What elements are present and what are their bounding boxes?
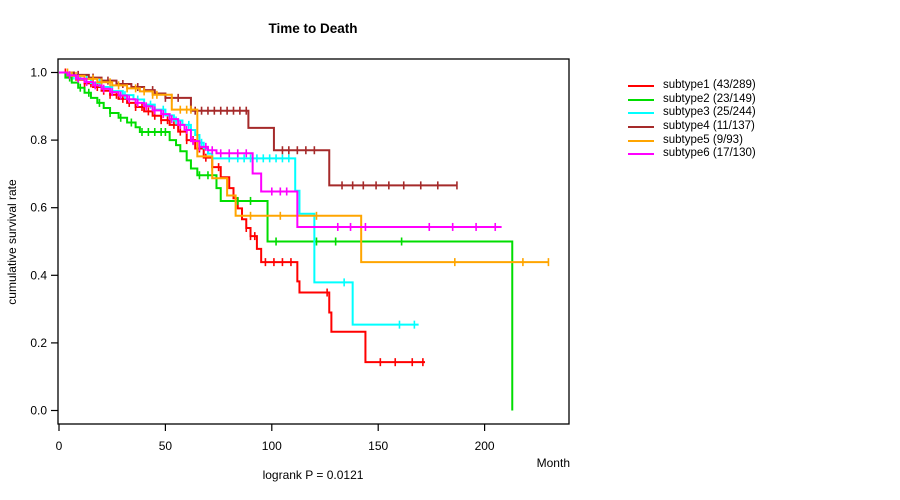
plot-legend: subtype1 (43/289) subtype2 (23/149) subtyp… [628,79,756,161]
x-axis-tick-label: 150 [368,439,388,453]
survival-curve-subtype6 [59,71,502,228]
censor-ticks-subtype6 [68,71,497,231]
plot-box [57,58,570,425]
censor-ticks-subtype2 [68,73,403,246]
legend-swatch-subtype2 [628,98,654,101]
x-axis-tick-label: 50 [159,439,173,453]
legend-label-subtype6: subtype6 (17/130) [663,147,756,160]
legend-item-subtype6: subtype6 (17/130) [628,147,756,161]
censor-ticks-subtype5 [66,68,550,267]
y-axis-tick-label: 1.0 [30,66,47,80]
survival-curve-subtype1 [59,71,426,364]
plot-title: Time to Death [268,21,358,36]
logrank-stat: logrank P = 0.0121 [262,468,364,482]
legend-label-subtype1: subtype1 (43/289) [663,79,756,91]
legend-item-subtype1: subtype1 (43/289) [628,79,756,93]
x-axis-tick-label: 0 [56,439,63,453]
y-axis-tick-label: 0.0 [30,404,47,418]
legend-label-subtype3: subtype3 (25/244) [663,106,756,119]
legend-label-subtype2: subtype2 (23/149) [663,92,756,105]
legend-label-subtype4: subtype4 (11/137) [663,120,755,133]
survival-curve-subtype5 [59,71,549,264]
legend-swatch-subtype6 [628,153,654,156]
y-axis-tick-label: 0.8 [30,133,47,147]
legend-swatch-subtype5 [628,139,654,142]
legend-item-subtype5: subtype5 (9/93) [628,134,756,148]
legend-item-subtype2: subtype2 (23/149) [628,93,756,107]
survival-curve-subtype2 [59,71,514,411]
legend-swatch-subtype1 [628,84,654,87]
x-axis-label: Month [536,456,570,470]
legend-swatch-subtype4 [628,125,654,128]
x-axis-tick-label: 200 [475,439,495,453]
legend-swatch-subtype3 [628,112,654,115]
survival-curve-subtype4 [59,71,457,187]
y-axis-tick-label: 0.2 [30,336,47,350]
legend-label-subtype5: subtype5 (9/93) [663,133,743,146]
y-axis-tick-label: 0.4 [30,268,47,282]
legend-item-subtype3: subtype3 (25/244) [628,106,756,120]
legend-item-subtype4: subtype4 (11/137) [628,120,756,134]
x-axis-tick-label: 100 [262,439,282,453]
y-axis-tick-label: 0.6 [30,201,47,215]
